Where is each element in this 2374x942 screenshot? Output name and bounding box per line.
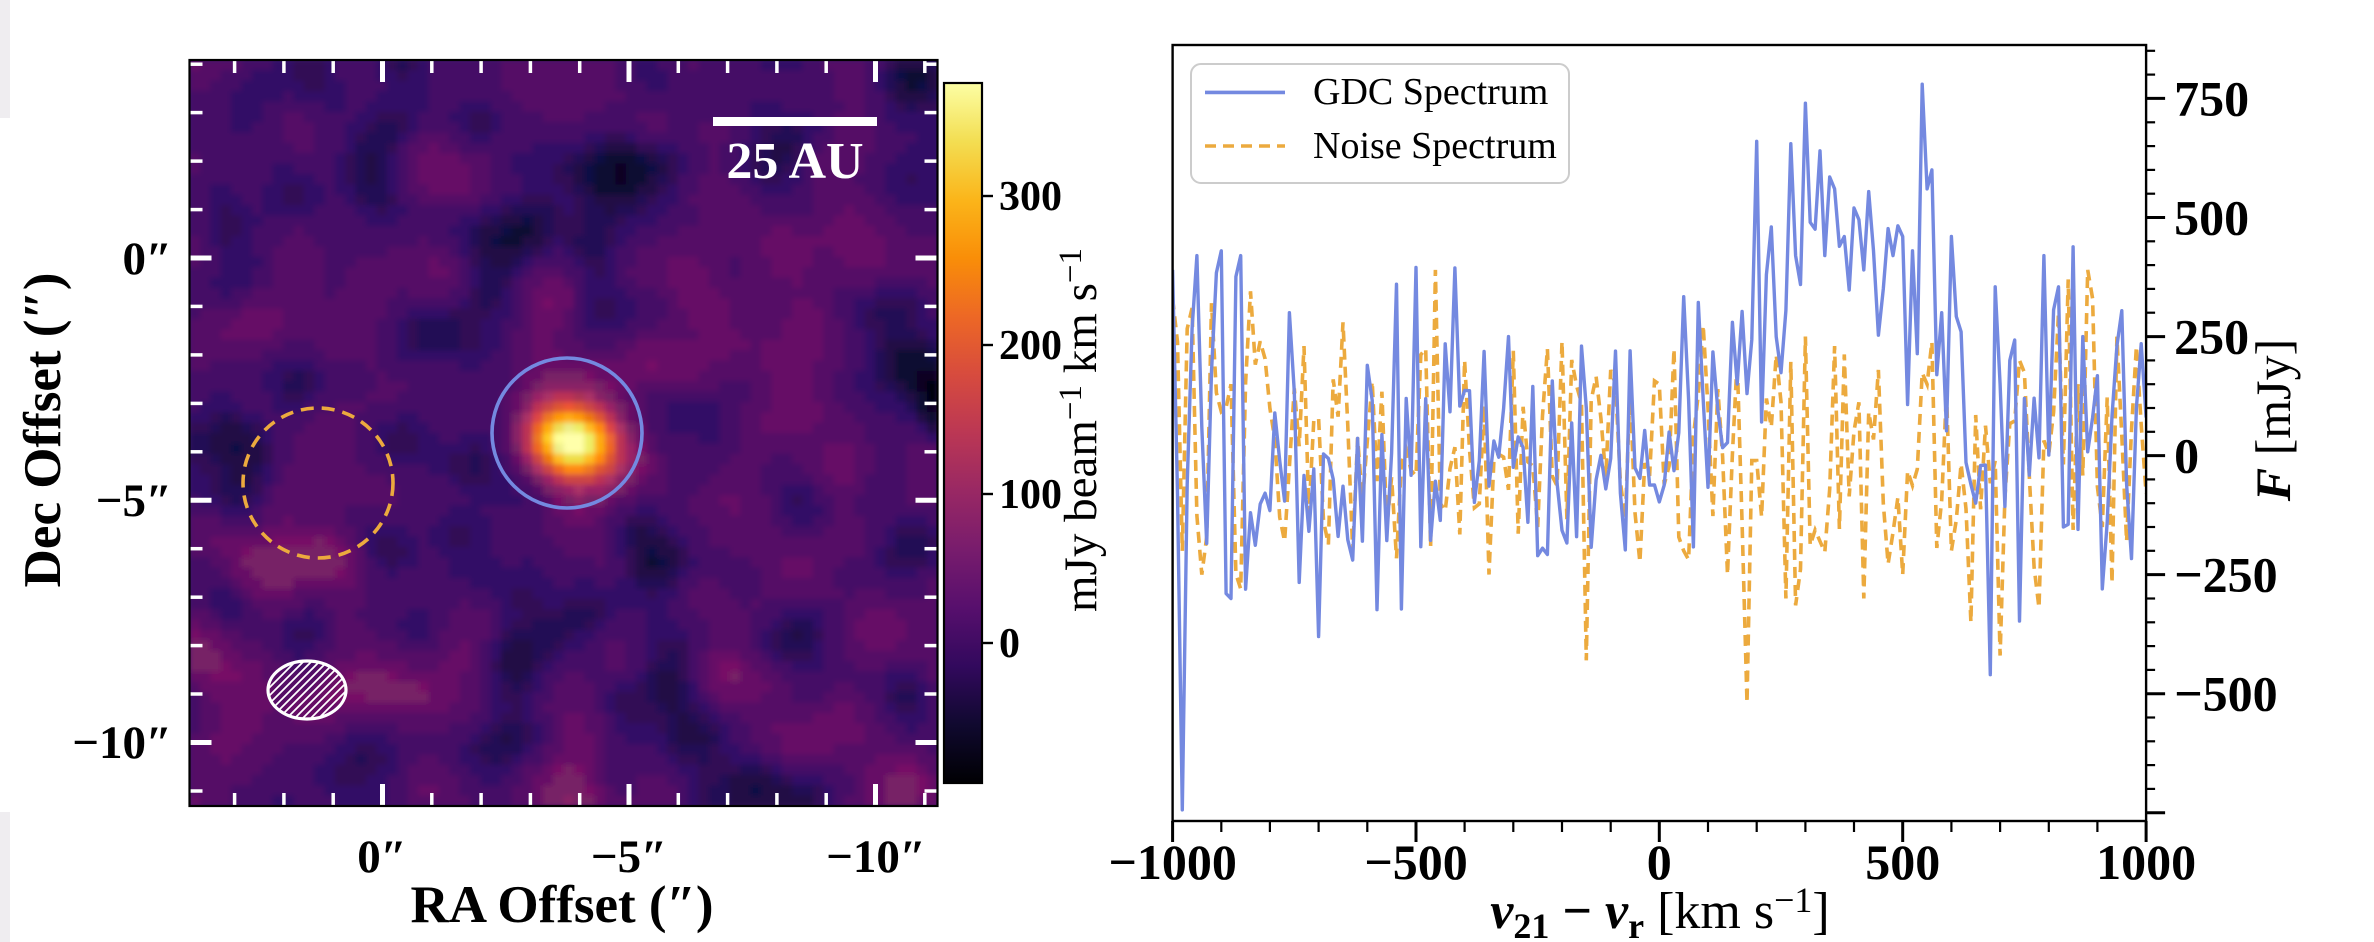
svg-text:mJy beam−1 km s−1: mJy beam−1 km s−1 xyxy=(1053,248,1107,612)
svg-text:25 AU: 25 AU xyxy=(726,133,863,190)
svg-text:−250: −250 xyxy=(2174,547,2278,603)
svg-text:Dec Offset (″): Dec Offset (″) xyxy=(14,273,72,588)
svg-text:0: 0 xyxy=(2174,428,2199,484)
svg-text:−5″: −5″ xyxy=(96,475,172,527)
svg-text:100: 100 xyxy=(999,472,1062,518)
svg-text:0: 0 xyxy=(1647,834,1672,890)
svg-text:v21 − vr [km s−1]: v21 − vr [km s−1] xyxy=(1490,880,1829,942)
svg-text:200: 200 xyxy=(999,323,1062,369)
svg-text:0″: 0″ xyxy=(357,831,406,883)
svg-text:−500: −500 xyxy=(1364,834,1468,890)
svg-text:−10″: −10″ xyxy=(826,831,926,883)
svg-text:300: 300 xyxy=(999,174,1062,220)
svg-text:−1000: −1000 xyxy=(1108,834,1237,890)
svg-text:500: 500 xyxy=(1865,834,1940,890)
svg-text:Noise Spectrum: Noise Spectrum xyxy=(1313,125,1557,167)
svg-text:−5″: −5″ xyxy=(591,831,667,883)
svg-text:GDC Spectrum: GDC Spectrum xyxy=(1313,71,1548,113)
svg-text:F [mJy]: F [mJy] xyxy=(2245,339,2301,503)
svg-text:RA Offset (″): RA Offset (″) xyxy=(410,876,713,934)
svg-text:1000: 1000 xyxy=(2096,834,2196,890)
svg-text:750: 750 xyxy=(2174,70,2249,126)
svg-text:0″: 0″ xyxy=(123,233,172,285)
svg-text:0: 0 xyxy=(999,621,1020,667)
svg-text:−10″: −10″ xyxy=(72,717,172,769)
svg-text:−500: −500 xyxy=(2174,666,2278,722)
svg-text:500: 500 xyxy=(2174,190,2249,246)
svg-text:250: 250 xyxy=(2174,309,2249,365)
